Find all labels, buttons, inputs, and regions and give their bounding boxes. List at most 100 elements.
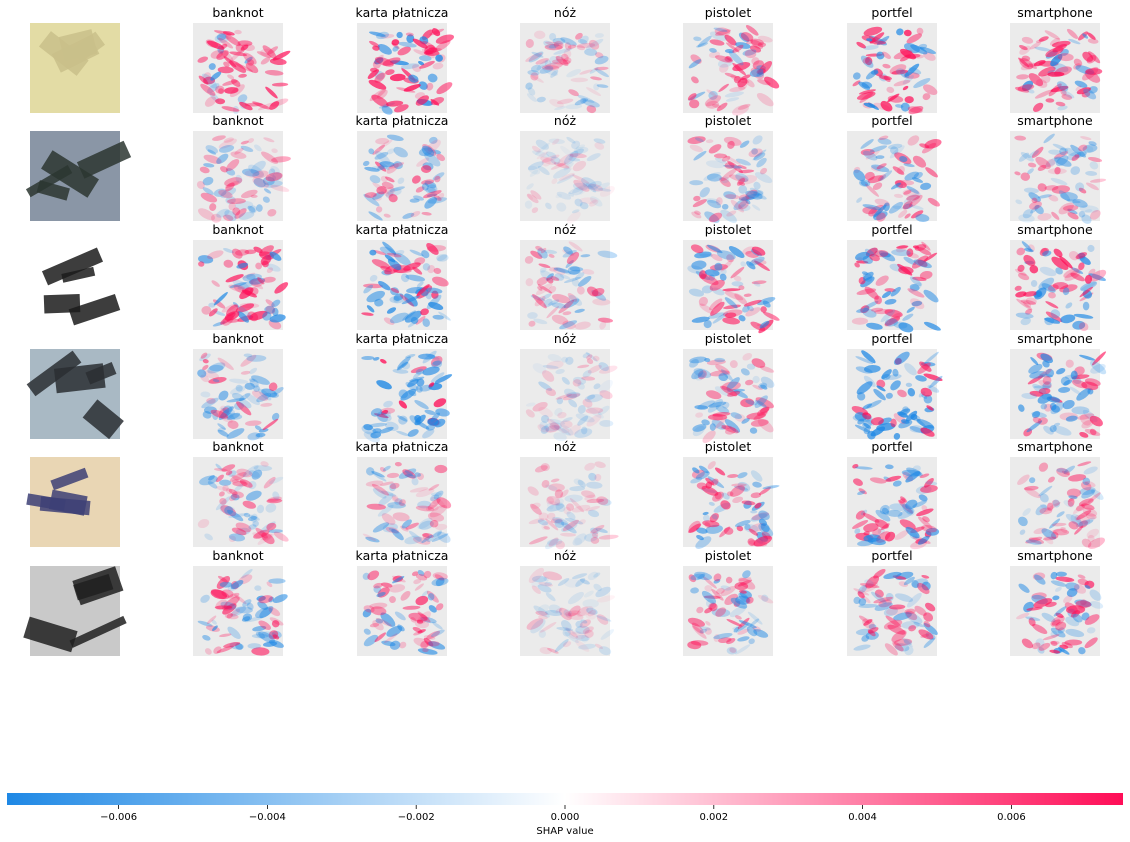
negative-shap-blob xyxy=(546,501,554,510)
input-image xyxy=(26,457,120,547)
negative-shap-blob xyxy=(419,384,433,392)
negative-shap-blob xyxy=(232,105,239,115)
positive-shap-blob xyxy=(525,52,543,62)
negative-shap-blob xyxy=(580,97,587,104)
positive-shap-blob xyxy=(590,76,602,81)
negative-shap-blob xyxy=(537,248,548,259)
panel-title: pistolet xyxy=(705,113,752,128)
positive-shap-blob xyxy=(712,412,731,417)
negative-shap-blob xyxy=(572,187,584,196)
negative-shap-blob xyxy=(1065,302,1073,309)
positive-shap-blob xyxy=(536,151,549,160)
negative-shap-blob xyxy=(200,391,211,398)
positive-shap-blob xyxy=(738,200,749,210)
positive-shap-blob xyxy=(757,35,773,43)
negative-shap-blob xyxy=(909,282,923,293)
positive-shap-blob xyxy=(1049,527,1066,534)
negative-shap-blob xyxy=(435,408,450,417)
negative-shap-blob xyxy=(875,155,885,159)
positive-shap-blob xyxy=(856,91,876,100)
negative-shap-blob xyxy=(876,385,886,392)
input-object-shape xyxy=(26,350,82,397)
negative-shap-blob xyxy=(240,145,254,152)
positive-shap-blob xyxy=(907,135,920,146)
negative-shap-blob xyxy=(243,512,251,518)
positive-shap-blob xyxy=(687,640,702,650)
negative-shap-blob xyxy=(248,378,256,383)
negative-shap-blob xyxy=(721,492,730,500)
negative-shap-blob xyxy=(525,402,536,407)
negative-shap-blob xyxy=(556,191,572,200)
negative-shap-blob xyxy=(867,537,886,546)
negative-shap-blob xyxy=(386,307,397,314)
positive-shap-blob xyxy=(719,63,729,73)
negative-shap-blob xyxy=(852,72,861,80)
negative-shap-blob xyxy=(1035,290,1043,297)
negative-shap-blob xyxy=(528,161,544,171)
negative-shap-blob xyxy=(272,594,288,603)
positive-shap-blob xyxy=(415,186,425,193)
positive-shap-blob xyxy=(412,64,422,73)
positive-shap-blob xyxy=(740,32,754,42)
negative-shap-blob xyxy=(556,397,564,405)
positive-shap-blob xyxy=(748,528,759,536)
panel-title: portfel xyxy=(871,5,912,20)
positive-shap-blob xyxy=(871,307,884,312)
negative-shap-blob xyxy=(544,581,552,587)
negative-shap-blob xyxy=(892,368,899,377)
positive-shap-blob xyxy=(415,573,428,581)
negative-shap-blob xyxy=(1039,504,1050,511)
positive-shap-blob xyxy=(1027,162,1037,168)
negative-shap-blob xyxy=(704,357,711,363)
positive-shap-blob xyxy=(862,412,872,420)
positive-shap-blob xyxy=(529,536,548,545)
negative-shap-blob xyxy=(734,390,748,399)
negative-shap-blob xyxy=(593,138,606,144)
positive-shap-blob xyxy=(1028,63,1037,69)
shap-panel xyxy=(683,457,780,549)
negative-shap-blob xyxy=(375,618,384,624)
positive-shap-blob xyxy=(420,640,429,649)
positive-shap-blob xyxy=(244,169,264,179)
positive-shap-blob xyxy=(733,275,742,282)
negative-shap-blob xyxy=(753,281,761,287)
negative-shap-blob xyxy=(381,490,397,497)
positive-shap-blob xyxy=(1032,417,1042,424)
positive-shap-blob xyxy=(228,284,247,293)
negative-shap-blob xyxy=(704,269,720,277)
positive-shap-blob xyxy=(753,535,773,547)
negative-shap-blob xyxy=(744,523,751,531)
positive-shap-blob xyxy=(385,526,400,534)
negative-shap-blob xyxy=(564,578,581,588)
negative-shap-blob xyxy=(853,169,866,182)
positive-shap-blob xyxy=(1075,252,1088,259)
negative-shap-blob xyxy=(227,509,244,522)
positive-shap-blob xyxy=(715,197,723,206)
positive-shap-blob xyxy=(245,420,262,426)
positive-shap-blob xyxy=(552,138,560,145)
negative-shap-blob xyxy=(216,208,230,218)
positive-shap-blob xyxy=(526,194,534,200)
negative-shap-blob xyxy=(389,640,401,650)
negative-shap-blob xyxy=(427,593,435,601)
negative-shap-blob xyxy=(1018,404,1025,412)
negative-shap-blob xyxy=(251,375,270,385)
negative-shap-blob xyxy=(438,311,451,321)
negative-shap-blob xyxy=(247,515,257,522)
positive-shap-blob xyxy=(926,405,934,411)
negative-shap-blob xyxy=(535,139,549,150)
negative-shap-blob xyxy=(910,44,928,55)
positive-shap-blob xyxy=(1039,507,1053,515)
positive-shap-blob xyxy=(545,41,563,46)
positive-shap-blob xyxy=(252,101,271,110)
negative-shap-blob xyxy=(250,160,266,174)
positive-shap-blob xyxy=(385,176,395,183)
negative-shap-blob xyxy=(574,428,593,438)
positive-shap-blob xyxy=(724,34,737,46)
positive-shap-blob xyxy=(551,178,558,185)
positive-shap-blob xyxy=(853,478,863,486)
negative-shap-blob xyxy=(713,632,733,640)
negative-shap-blob xyxy=(408,74,419,83)
negative-shap-blob xyxy=(1059,147,1067,156)
negative-shap-blob xyxy=(749,427,758,434)
